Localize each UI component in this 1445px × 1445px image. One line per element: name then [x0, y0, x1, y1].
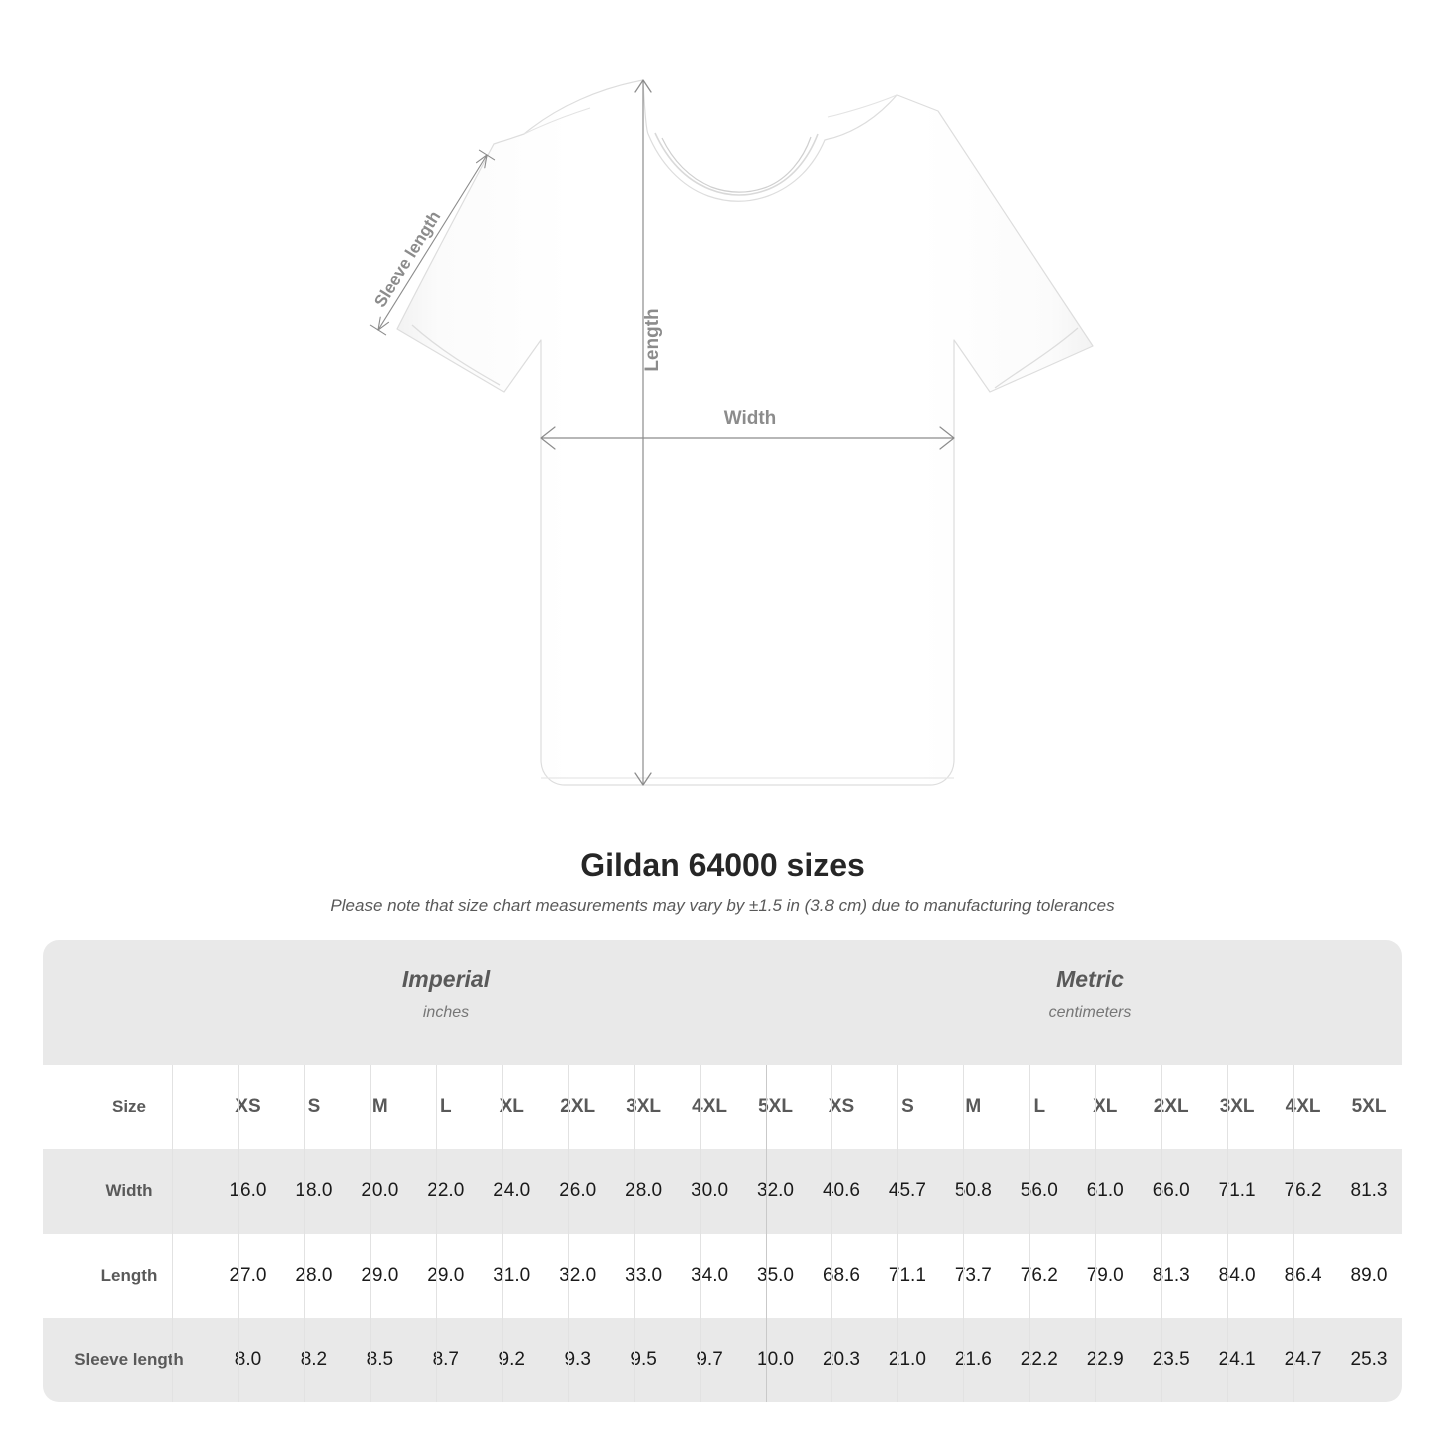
svg-text:Length: Length	[642, 308, 663, 371]
svg-text:Width: Width	[724, 408, 777, 429]
